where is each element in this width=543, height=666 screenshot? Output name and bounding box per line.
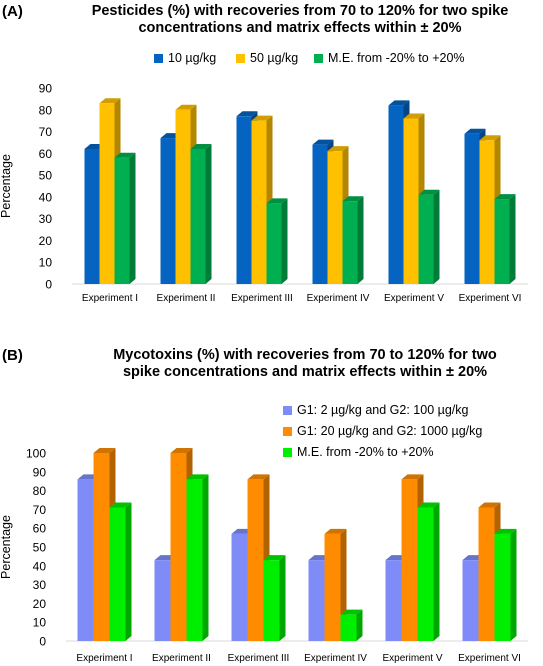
chart-b-ytick-4: 40	[33, 559, 47, 573]
legend-a-swatch-0	[154, 53, 163, 63]
legend-b-label-0: G1: 2 µg/kg and G2: 100 µg/kg	[297, 403, 469, 417]
chart-a-bar-s2-c5	[494, 194, 516, 284]
legend-a-label-0: 10 µg/kg	[168, 51, 217, 65]
chart-a-ytick-7: 70	[39, 125, 53, 139]
chart-b-title-line2: spike concentrations and matrix effects …	[122, 364, 488, 380]
chart-b-title-line1: Mycotoxins (%) with recoveries from 70 t…	[113, 347, 497, 363]
chart-a-xtick-1: Experiment II	[157, 293, 216, 304]
chart-b-xtick-1: Experiment II	[152, 653, 211, 664]
chart-b-ytick-6: 60	[33, 522, 47, 536]
chart-b-xtick-4: Experiment V	[382, 653, 442, 664]
chart-a-bar-s2-c4	[418, 189, 440, 284]
panel-a-label: (A)	[2, 3, 23, 20]
legend-b-label-1: G1: 20 µg/kg and G2: 1000 µg/kg	[297, 424, 483, 438]
legend-a-item-2: M.E. from -20% to +20%	[314, 51, 465, 65]
chart-a-ytick-2: 20	[39, 234, 53, 248]
chart-a-title-line2: concentrations and matrix effects within…	[138, 20, 462, 36]
chart-b-bar-s2-c1	[186, 474, 209, 641]
chart-a-ytick-4: 40	[39, 190, 53, 204]
chart-b-ytick-10: 100	[26, 447, 46, 461]
chart-b-bar-s2-c5	[494, 528, 517, 641]
chart-a-bar-s2-c0	[114, 152, 136, 284]
chart-b-ylabel: Percentage	[0, 515, 13, 579]
legend-a-swatch-2	[314, 53, 323, 63]
chart-b-ytick-7: 70	[33, 503, 47, 517]
chart-a-xtick-4: Experiment V	[384, 293, 444, 304]
chart-a-title: Pesticides (%) with recoveries from 70 t…	[60, 3, 540, 37]
legend-a-item-1: 50 µg/kg	[236, 51, 298, 65]
chart-b-xtick-5: Experiment VI	[458, 653, 521, 664]
chart-b-title: Mycotoxins (%) with recoveries from 70 t…	[70, 347, 540, 381]
chart-b-xtick-0: Experiment I	[76, 653, 132, 664]
chart-a-ytick-0: 0	[45, 278, 52, 292]
legend-b-item-0: G1: 2 µg/kg and G2: 100 µg/kg	[283, 403, 468, 417]
chart-a-xtick-5: Experiment VI	[459, 293, 522, 304]
chart-b-ytick-0: 0	[39, 635, 46, 649]
legend-b-swatch-2	[283, 447, 292, 457]
panel-b-label: (B)	[2, 347, 23, 364]
chart-b-bar-s2-c4	[417, 502, 440, 641]
chart-b-ytick-9: 90	[33, 465, 47, 479]
chart-b-xtick-3: Experiment IV	[304, 653, 367, 664]
chart-a-plot: Percentage 0 10 20 30 40 50 60 70 80 90 Experiment …	[0, 82, 528, 304]
chart-b-ytick-5: 50	[33, 541, 47, 555]
chart-a-bar-s2-c3	[342, 196, 364, 284]
legend-b-item-2: M.E. from -20% to +20%	[283, 445, 434, 459]
chart-b-bar-s2-c0	[109, 502, 132, 641]
chart-b-ytick-2: 20	[33, 597, 47, 611]
legend-a-swatch-1	[236, 53, 245, 63]
chart-b-ytick-1: 10	[33, 616, 47, 630]
chart-b-bar-s2-c3	[340, 609, 363, 641]
chart-b-ytick-8: 80	[33, 484, 47, 498]
chart-b-bar-s1-c3	[324, 528, 347, 641]
chart-a-bar-s2-c1	[190, 143, 212, 284]
legend-b-swatch-0	[283, 405, 292, 415]
chart-a-ytick-6: 60	[39, 147, 53, 161]
chart-a-bar-s2-c2	[266, 198, 288, 284]
legend-b-swatch-1	[283, 426, 292, 436]
chart-a-xtick-2: Experiment III	[231, 293, 293, 304]
chart-a-ytick-1: 10	[39, 256, 53, 270]
legend-b-label-2: M.E. from -20% to +20%	[297, 445, 434, 459]
legend-a-label-2: M.E. from -20% to +20%	[328, 51, 465, 65]
chart-a-ylabel: Percentage	[0, 154, 13, 218]
chart-a-ytick-5: 50	[39, 169, 53, 183]
legend-b-item-1: G1: 20 µg/kg and G2: 1000 µg/kg	[283, 424, 482, 438]
chart-a-ytick-3: 30	[39, 212, 53, 226]
chart-b-bar-s2-c2	[263, 555, 286, 641]
chart-a-xtick-0: Experiment I	[82, 293, 138, 304]
chart-b-xtick-2: Experiment III	[228, 653, 290, 664]
legend-a-item-0: 10 µg/kg	[154, 51, 216, 65]
chart-a-ytick-9: 90	[39, 82, 53, 96]
chart-b-ytick-3: 30	[33, 578, 47, 592]
legend-a-label-1: 50 µg/kg	[250, 51, 299, 65]
chart-a-xtick-3: Experiment IV	[307, 293, 370, 304]
chart-a-ytick-8: 80	[39, 103, 53, 117]
chart-a-title-line1: Pesticides (%) with recoveries from 70 t…	[91, 3, 509, 19]
